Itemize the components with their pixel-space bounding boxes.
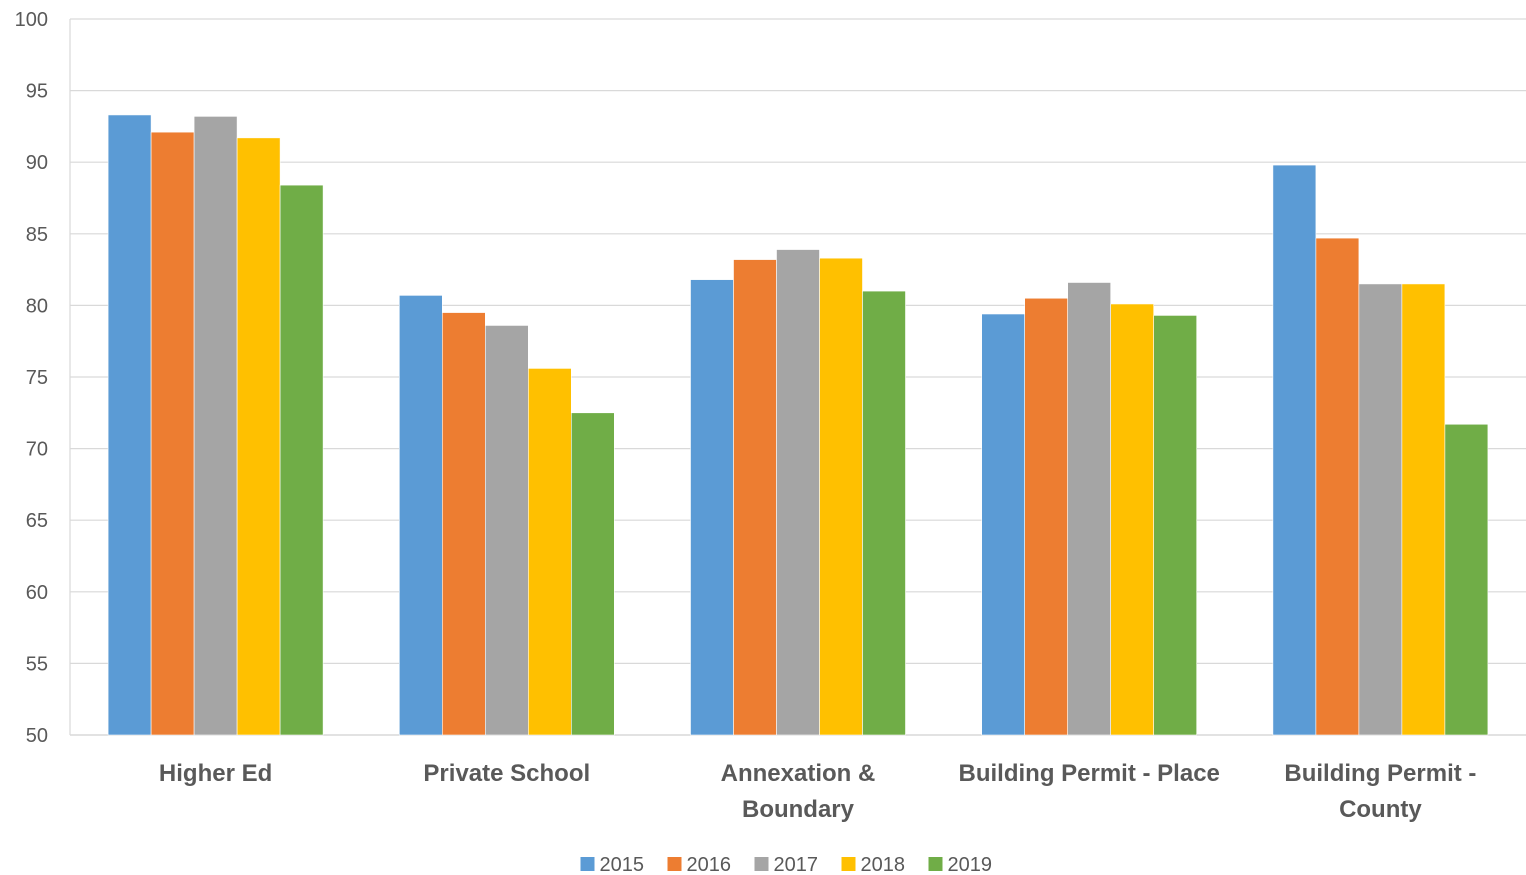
bar-2018-1 bbox=[527, 368, 572, 736]
x-category-label: Higher Ed bbox=[159, 760, 272, 787]
x-category-label: Boundary bbox=[742, 796, 855, 823]
bar-2016-1 bbox=[441, 312, 486, 736]
bar-2017-1 bbox=[484, 325, 529, 736]
bar-2017-0 bbox=[193, 116, 238, 736]
y-tick-label: 90 bbox=[26, 152, 48, 174]
bar-2016-2 bbox=[733, 259, 777, 736]
bar-2017-3 bbox=[1067, 282, 1111, 736]
bar-2018-4 bbox=[1401, 283, 1446, 736]
bars bbox=[107, 114, 1489, 736]
y-axis-tick-labels: 50 55 60 65 70 75 80 85 90 95 100 bbox=[15, 9, 48, 747]
bar-2015-0 bbox=[107, 114, 152, 736]
bar-2016-0 bbox=[150, 131, 195, 736]
legend-swatch-2018 bbox=[841, 857, 856, 871]
y-tick-label: 65 bbox=[26, 510, 48, 532]
x-category-label: Annexation & bbox=[721, 760, 876, 787]
x-category-label: Private School bbox=[423, 760, 590, 787]
legend: 2015 2016 2017 2018 2019 bbox=[580, 854, 993, 875]
bar-2015-3 bbox=[981, 313, 1026, 736]
bar-2019-0 bbox=[279, 184, 324, 736]
bar-2018-2 bbox=[819, 257, 863, 736]
y-tick-label: 85 bbox=[26, 224, 48, 246]
bar-2017-2 bbox=[776, 249, 820, 736]
bar-2019-2 bbox=[862, 290, 906, 736]
bar-2016-3 bbox=[1024, 297, 1068, 736]
bar-2019-3 bbox=[1153, 315, 1197, 736]
x-category-label: County bbox=[1339, 796, 1422, 823]
y-tick-label: 75 bbox=[26, 367, 48, 389]
legend-label-2015: 2015 bbox=[600, 854, 645, 875]
y-tick-label: 50 bbox=[26, 725, 48, 747]
y-tick-label: 70 bbox=[26, 439, 48, 461]
legend-swatch-2017 bbox=[754, 857, 769, 871]
legend-swatch-2016 bbox=[667, 857, 682, 871]
bar-2015-2 bbox=[690, 279, 734, 736]
x-category-label: Building Permit - Place bbox=[959, 760, 1220, 787]
y-tick-label: 80 bbox=[26, 295, 48, 317]
bar-2018-0 bbox=[236, 137, 281, 736]
legend-label-2016: 2016 bbox=[687, 854, 732, 875]
bar-2019-1 bbox=[570, 412, 615, 736]
bar-2015-4 bbox=[1272, 164, 1317, 736]
legend-swatch-2015 bbox=[580, 857, 595, 871]
y-tick-label: 60 bbox=[26, 582, 48, 604]
legend-label-2018: 2018 bbox=[861, 854, 906, 875]
y-tick-label: 95 bbox=[26, 81, 48, 103]
y-tick-label: 100 bbox=[15, 9, 48, 31]
legend-label-2019: 2019 bbox=[948, 854, 993, 875]
legend-label-2017: 2017 bbox=[774, 854, 819, 875]
x-category-label: Building Permit - bbox=[1284, 760, 1476, 787]
legend-swatch-2019 bbox=[928, 857, 943, 871]
x-axis-category-labels: Higher Ed Private School Annexation & Bound… bbox=[159, 760, 1476, 823]
bar-2019-4 bbox=[1444, 423, 1489, 736]
bar-2017-4 bbox=[1358, 283, 1403, 736]
bar-2016-4 bbox=[1315, 237, 1360, 736]
bar-2015-1 bbox=[398, 295, 443, 736]
y-tick-label: 55 bbox=[26, 653, 48, 675]
bar-2018-3 bbox=[1110, 303, 1154, 736]
